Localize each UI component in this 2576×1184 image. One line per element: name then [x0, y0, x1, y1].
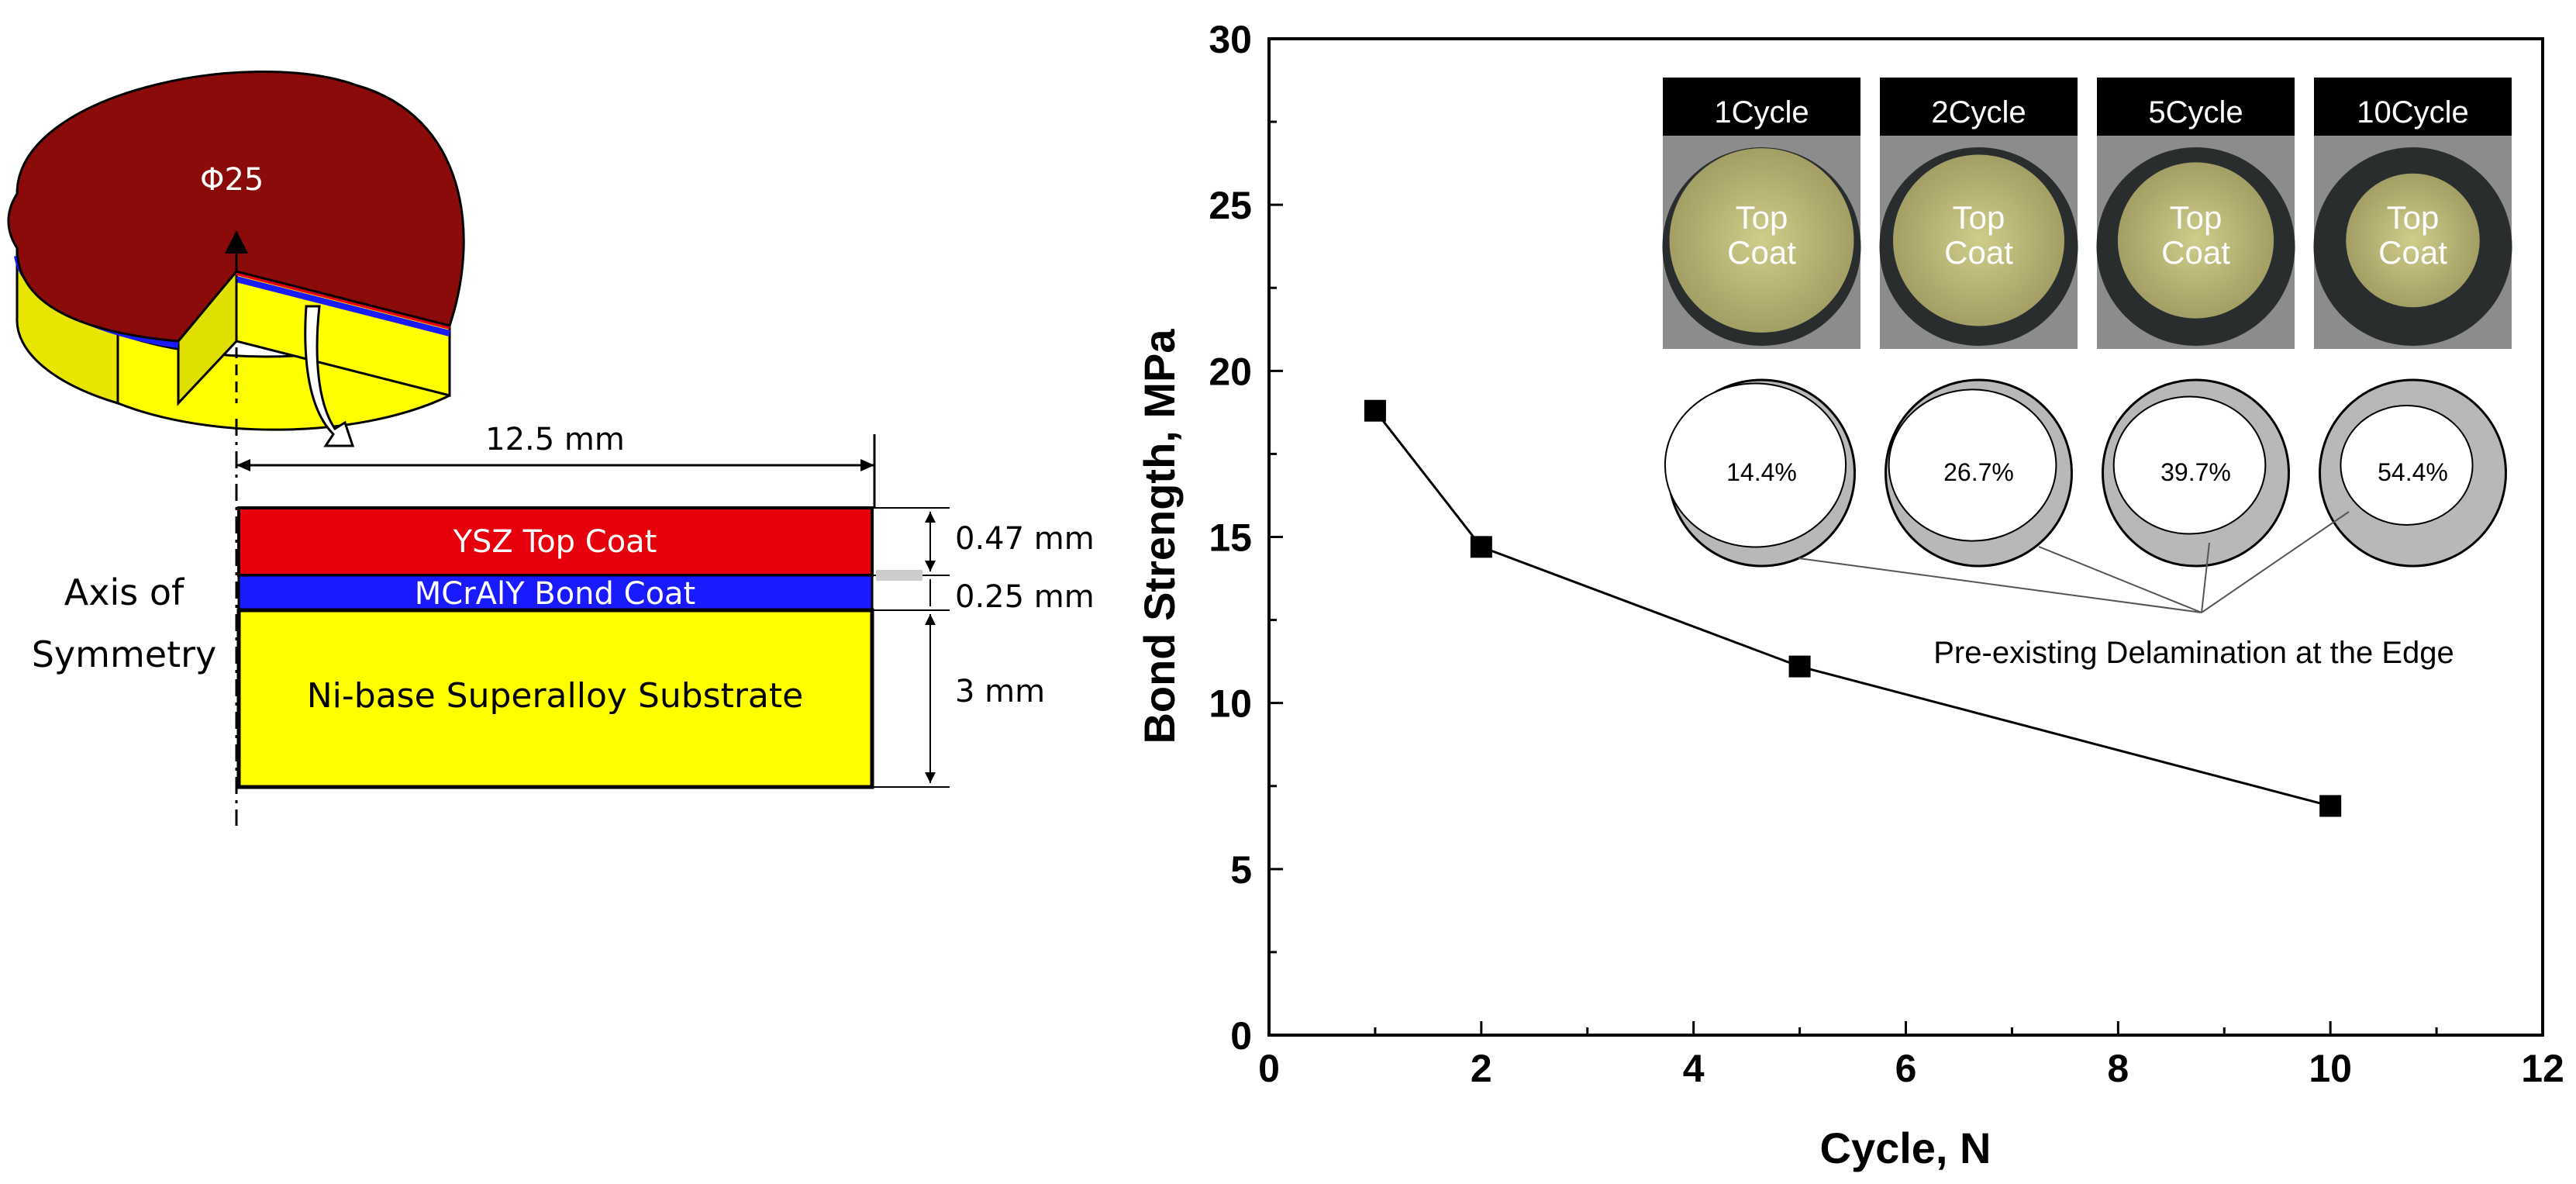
top-coat-region [1893, 154, 2064, 326]
layer-bond-coat [237, 574, 874, 612]
leader-line [2038, 546, 2202, 613]
leader-line [1798, 557, 2202, 613]
x-tick-label: 10 [2309, 1047, 2352, 1090]
schematic: Φ25 12.5 mm Axis of Symmetry YSZ Top Coa… [7, 70, 1095, 826]
y-tick-label: 25 [1209, 184, 1252, 227]
leader-line [2201, 542, 2210, 613]
inset-label-line1: Top [1953, 199, 2005, 236]
inset-label-line1: Top [2170, 199, 2223, 236]
data-point [1470, 536, 1492, 558]
intact-region [2340, 405, 2474, 526]
layer-top-coat [237, 506, 874, 577]
axis-label-line1: Axis of [64, 571, 185, 613]
thickness-top-coat: 0.47 mm [955, 521, 1095, 557]
thickness-bond-coat: 0.25 mm [955, 579, 1095, 615]
x-tick-label: 6 [1895, 1047, 1917, 1090]
inset-title-bar [2314, 78, 2512, 136]
thickness-substrate: 3 mm [955, 674, 1045, 709]
disk-top-line [236, 271, 450, 330]
layer-top-coat-label: YSZ Top Coat [453, 524, 657, 560]
inset-title-bar [1880, 78, 2078, 136]
data-point [1788, 655, 1811, 678]
data-point [1364, 399, 1386, 422]
y-tick-label: 5 [1230, 848, 1252, 892]
intact-region [1888, 388, 2057, 542]
y-tick-label: 20 [1209, 350, 1252, 393]
inset-title: 5Cycle [2148, 95, 2243, 129]
inset-label-line2: Coat [1944, 234, 2013, 271]
inset-label-line1: Top [1736, 199, 1788, 236]
top-coat-region [1669, 148, 1854, 333]
inset-label-line2: Coat [2378, 234, 2447, 271]
disk-3d: Φ25 [7, 70, 465, 447]
x-tick-label: 8 [2107, 1047, 2129, 1090]
thickness-dimensions [872, 507, 950, 788]
x-tick-label: 2 [1471, 1047, 1492, 1090]
section-pointer-arrow [304, 305, 355, 447]
annotation-text: Pre-existing Delamination at the Edge [1933, 636, 2454, 670]
x-tick-label: 0 [1258, 1047, 1280, 1090]
x-axis-label: Cycle, N [1820, 1124, 1991, 1172]
axis-label-line2: Symmetry [32, 633, 217, 675]
delamination-percent: 54.4% [2378, 458, 2448, 486]
y-tick-label: 10 [1209, 682, 1252, 726]
series-points [1364, 399, 2342, 817]
intact-region [2112, 395, 2267, 535]
y-axis-label: Bond Strength, MPa [1135, 329, 1184, 744]
inset-title-bar [2097, 78, 2295, 136]
top-coat-region [2117, 162, 2274, 319]
annotation-leader-lines [1798, 511, 2350, 613]
inset-title-bar [1663, 78, 1860, 136]
inset-label-line2: Coat [2161, 234, 2230, 271]
data-point [2319, 795, 2342, 817]
bond-strength-chart: 0 2 4 6 8 10 12 0 5 10 15 20 25 30 Cycle, N Bond Str… [1135, 18, 2564, 1172]
x-tick-label: 4 [1683, 1047, 1705, 1090]
layer-bond-coat-label: MCrAlY Bond Coat [415, 576, 695, 612]
x-tick-label: 12 [2521, 1047, 2564, 1090]
delamination-percent: 26.7% [1943, 458, 2014, 486]
inset-panels: 1CycleTopCoat14.4%2CycleTopCoat26.7%5Cyc… [1662, 78, 2512, 568]
inset-label-line2: Coat [1727, 234, 1796, 271]
series-polyline [1374, 409, 2331, 807]
radius-dimension: 12.5 mm [236, 422, 876, 508]
y-axis-ticks: 0 5 10 15 20 25 30 [1209, 18, 1283, 1058]
series-line [1374, 409, 2331, 807]
top-coat-region [2346, 173, 2480, 308]
inset-title: 2Cycle [1931, 95, 2026, 129]
radius-label: 12.5 mm [485, 422, 625, 457]
layer-substrate [236, 608, 874, 789]
y-tick-label: 15 [1209, 516, 1252, 560]
inset-title: 1Cycle [1714, 95, 1809, 129]
diameter-label: Φ25 [200, 162, 264, 198]
leader-line [2201, 511, 2350, 613]
delamination-percent: 14.4% [1726, 458, 1797, 486]
intact-region [1664, 382, 1847, 548]
inset-label-line1: Top [2387, 199, 2440, 236]
inset-title: 10Cycle [2357, 95, 2469, 129]
disk-top-surface [7, 70, 465, 343]
x-axis-ticks: 0 2 4 6 8 10 12 [1258, 1021, 2564, 1090]
delamination-percent: 39.7% [2160, 458, 2231, 486]
y-tick-label: 0 [1230, 1014, 1252, 1058]
layer-substrate-label: Ni-base Superalloy Substrate [307, 676, 803, 716]
y-tick-label: 30 [1209, 18, 1252, 61]
